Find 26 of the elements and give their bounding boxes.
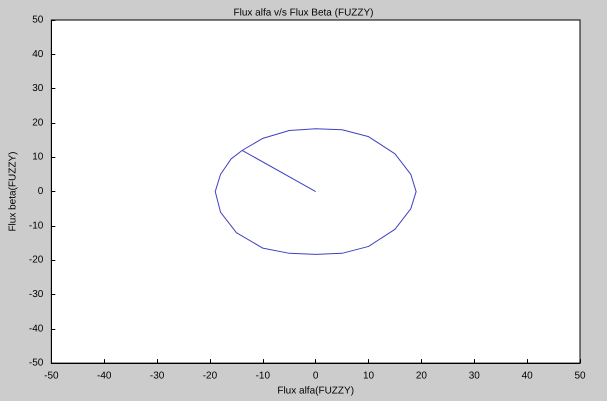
y-tick-label: 20 bbox=[32, 117, 44, 128]
y-tick-label: 40 bbox=[32, 48, 44, 60]
x-tick-label: -40 bbox=[96, 370, 112, 382]
y-tick-label: -50 bbox=[28, 358, 44, 369]
y-tick-label: -40 bbox=[28, 323, 44, 334]
y-tick-label: 30 bbox=[32, 83, 44, 94]
chart-title: Flux alfa v/s Flux Beta (FUZZY) bbox=[233, 8, 374, 18]
x-tick-label: -50 bbox=[44, 370, 60, 382]
x-tick-label: 10 bbox=[362, 370, 375, 382]
y-axis-title: Flux beta(FUZZY) bbox=[8, 152, 18, 232]
x-tick-label: -10 bbox=[256, 370, 270, 382]
x-tick-label: -20 bbox=[202, 370, 218, 382]
x-tick-label: 40 bbox=[522, 370, 534, 382]
x-axis-title: Flux alfa(FUZZY) bbox=[277, 386, 354, 396]
y-tick-label: -10 bbox=[28, 220, 44, 232]
x-tick-label: 20 bbox=[416, 370, 428, 382]
y-tick-label: -30 bbox=[28, 288, 44, 300]
x-tick-label: -30 bbox=[150, 370, 165, 382]
x-tick-label: 30 bbox=[468, 370, 480, 382]
x-tick-label: 0 bbox=[312, 370, 319, 382]
x-tick-label: 50 bbox=[574, 370, 586, 382]
line-series bbox=[214, 128, 417, 255]
y-tick-label: 50 bbox=[32, 14, 44, 26]
y-tick-label: 0 bbox=[38, 186, 44, 198]
y-tick-label: 10 bbox=[32, 152, 44, 163]
y-tick-label: -20 bbox=[28, 254, 44, 266]
